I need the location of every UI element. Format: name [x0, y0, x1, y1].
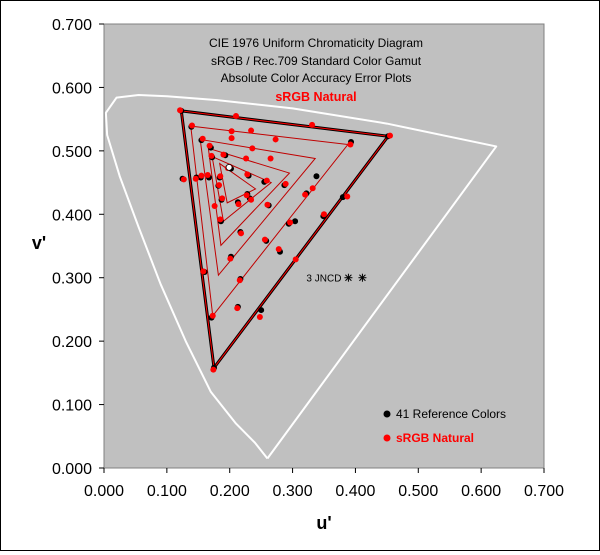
srgb-natural-point-41 — [233, 112, 239, 119]
jncd-marker-1 — [358, 273, 367, 282]
y-tick-label: 0.400 — [52, 207, 92, 224]
x-tick-label: 0.200 — [210, 483, 250, 500]
x-tick-label: 0.100 — [147, 483, 187, 500]
x-axis-label: u' — [316, 513, 331, 533]
gamut-triangle-1 — [180, 110, 390, 370]
gamut-triangle-2 — [190, 125, 349, 318]
chart-title-line-1: CIE 1976 Uniform Chromaticity Diagram — [209, 36, 423, 50]
axis-ticks: 0.000 0.100 0.200 0.300 0.400 0.500 0.600 0.700… — [52, 17, 564, 500]
y-tick-label: 0.300 — [52, 271, 92, 288]
srgb-natural-point-16 — [208, 152, 215, 159]
gamut-triangle-4 — [207, 147, 291, 247]
jncd-marker-0 — [344, 273, 353, 282]
srgb-natural-point-33 — [217, 173, 224, 180]
spectral-locus — [104, 94, 498, 460]
srgb-natural-point-17 — [220, 151, 227, 158]
srgb-natural-point-21 — [263, 177, 270, 184]
legend-label-reference: 41 Reference Colors — [396, 407, 506, 421]
srgb-natural-point-7 — [275, 246, 282, 253]
srgb-natural-point-47 — [267, 155, 274, 162]
srgb-natural-point-40 — [180, 176, 187, 183]
srgb-natural-point-28 — [261, 236, 268, 243]
y-tick-label: 0.100 — [52, 398, 92, 415]
srgb-natural-point-49 — [211, 203, 218, 210]
srgb-natural-point-34 — [216, 182, 223, 189]
x-tick-label: 0.000 — [84, 483, 124, 500]
x-tick-label: 0.400 — [335, 483, 375, 500]
white-point — [225, 163, 233, 171]
srgb-natural-point-30 — [248, 196, 255, 203]
jncd-label: 3 JNCD — [306, 274, 341, 285]
srgb-natural-point-31 — [217, 216, 224, 223]
srgb-natural-point-50 — [228, 135, 235, 142]
srgb-natural-point-14 — [199, 135, 206, 142]
srgb-natural-point-9 — [309, 185, 316, 192]
x-tick-label: 0.700 — [524, 483, 564, 500]
srgb-natural-point-13 — [189, 122, 195, 129]
srgb-natural-point-5 — [234, 305, 241, 312]
srgb-natural-point-4 — [243, 192, 250, 199]
reference-point-8 — [292, 218, 299, 225]
srgb-natural-point-48 — [243, 155, 250, 162]
srgb-natural-point-11 — [387, 132, 393, 139]
srgb-natural-point-3 — [238, 230, 245, 237]
legend-marker-srgb-natural — [383, 434, 391, 442]
y-tick-label: 0.500 — [52, 144, 92, 161]
srgb-natural-point-43 — [272, 136, 279, 143]
srgb-natural-point-2 — [236, 277, 243, 284]
srgb-natural-point-38 — [209, 312, 216, 319]
x-tick-label: 0.600 — [461, 483, 501, 500]
reference-point-9 — [313, 173, 320, 180]
chart-title-line-3: Absolute Color Accuracy Error Plots — [221, 71, 412, 85]
srgb-natural-point-45 — [228, 128, 235, 135]
chart-subtitle: sRGB Natural — [275, 90, 356, 104]
srgb-natural-point-26 — [264, 201, 271, 208]
srgb-natural-point-27 — [287, 219, 294, 226]
srgb-natural-point-8 — [292, 256, 299, 263]
reference-point-6 — [258, 307, 265, 314]
y-tick-label: 0.700 — [52, 17, 92, 34]
gamut-triangle-5 — [211, 155, 273, 223]
x-tick-label: 0.500 — [398, 483, 438, 500]
legend-marker-reference — [383, 410, 391, 418]
srgb-natural-point-36 — [198, 172, 205, 179]
gamut-triangles — [179, 109, 391, 372]
chart-title-line-2: sRGB / Rec.709 Standard Color Gamut — [211, 54, 422, 68]
gamut-triangle-6 — [218, 162, 257, 204]
srgb-natural-point-29 — [235, 201, 242, 208]
y-tick-label: 0.200 — [52, 334, 92, 351]
srgb-natural-point-39 — [200, 268, 207, 275]
gamut-triangle-3 — [199, 138, 317, 277]
spectral-locus-line — [104, 94, 498, 460]
srgb-natural-point-20 — [244, 171, 251, 178]
srgb-natural-point-10 — [347, 141, 354, 148]
srgb-natural-point-32 — [219, 195, 226, 202]
y-tick-label: 0.000 — [52, 461, 92, 478]
srgb-natural-point-44 — [248, 127, 255, 134]
srgb-natural-point-46 — [249, 145, 256, 152]
srgb-natural-point-0 — [210, 366, 217, 373]
y-axis-label: v' — [32, 233, 46, 253]
reference-point-24 — [339, 194, 346, 201]
srgb-natural-point-23 — [302, 191, 309, 198]
srgb-natural-point-24 — [344, 193, 351, 200]
srgb-natural-point-25 — [321, 211, 327, 218]
data-points — [177, 107, 393, 373]
srgb-natural-point-6 — [256, 314, 263, 321]
srgb-natural-point-1 — [227, 255, 234, 262]
srgb-natural-point-22 — [282, 180, 289, 187]
srgb-natural-point-42 — [309, 121, 316, 128]
jncd-annotation: 3 JNCD — [306, 273, 367, 285]
x-tick-label: 0.300 — [273, 483, 313, 500]
srgb-natural-point-15 — [206, 142, 213, 149]
y-tick-label: 0.600 — [52, 80, 92, 97]
srgb-natural-point-35 — [204, 171, 211, 178]
srgb-natural-point-12 — [177, 107, 184, 114]
srgb-natural-point-37 — [192, 175, 199, 182]
legend-label-srgb-natural: sRGB Natural — [396, 431, 474, 445]
legend: 41 Reference Colors sRGB Natural — [383, 407, 506, 445]
